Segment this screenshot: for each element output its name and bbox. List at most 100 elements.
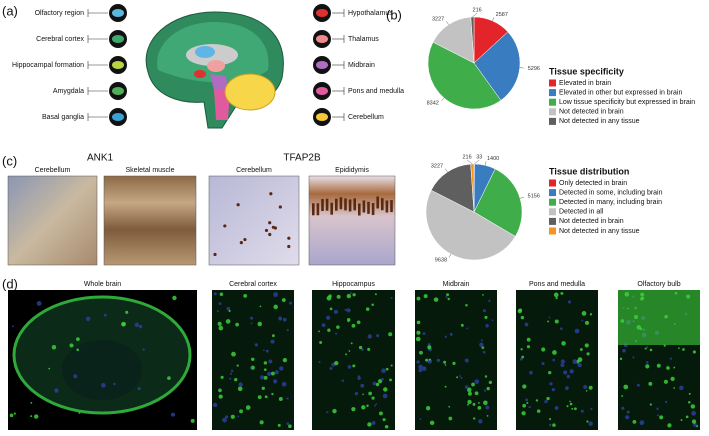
cell — [667, 423, 672, 428]
cell — [326, 315, 331, 320]
cell — [375, 382, 380, 387]
cell — [85, 316, 91, 322]
stained-nucleus — [316, 203, 320, 216]
stained-nucleus — [325, 198, 329, 211]
cell — [376, 334, 380, 338]
cell — [380, 377, 384, 381]
value-label: 5156 — [528, 194, 540, 200]
cell — [263, 361, 268, 365]
cell — [520, 315, 525, 320]
cell — [659, 415, 664, 420]
cell — [581, 319, 584, 322]
cell — [257, 321, 263, 327]
cell — [563, 370, 568, 375]
cell — [564, 386, 569, 391]
cell — [134, 322, 140, 328]
legend-swatch — [549, 208, 556, 216]
brain-illustration — [145, 11, 284, 129]
cell — [236, 364, 239, 367]
stained-nucleus — [243, 237, 247, 242]
cell — [377, 379, 383, 384]
cell — [30, 415, 33, 418]
cell — [286, 329, 289, 332]
region-label: Hypothalamus — [348, 10, 393, 17]
legend-swatch — [549, 179, 556, 187]
cell — [560, 327, 563, 330]
cell — [427, 345, 432, 350]
cell — [249, 366, 252, 369]
cell — [347, 365, 352, 369]
cell — [326, 295, 332, 301]
cell — [390, 364, 393, 367]
cell — [327, 328, 331, 332]
cell — [346, 308, 351, 313]
stained-nucleus — [223, 224, 227, 228]
cell — [250, 365, 255, 370]
stained-nucleus — [312, 203, 315, 216]
value-label: 216 — [462, 154, 471, 160]
cell — [474, 391, 479, 396]
cell — [622, 348, 626, 353]
stained-nucleus — [367, 201, 370, 214]
cell — [483, 400, 488, 406]
region-icon — [316, 113, 328, 121]
cell — [680, 419, 683, 421]
region-label: Hippocampal formation — [12, 62, 84, 69]
cell — [529, 370, 533, 375]
cell — [673, 387, 676, 389]
cell — [259, 420, 264, 425]
cell — [421, 366, 427, 371]
cell — [321, 323, 326, 327]
cell — [656, 414, 659, 417]
cell — [286, 422, 290, 426]
cell — [170, 412, 176, 417]
cell — [218, 388, 222, 393]
value-label: 1400 — [487, 156, 499, 162]
cell — [278, 316, 283, 321]
cell — [235, 322, 239, 327]
cell — [416, 330, 421, 335]
cell — [346, 317, 351, 322]
cell — [226, 306, 231, 311]
cell — [446, 293, 450, 297]
legend-swatch — [549, 79, 556, 87]
stained-nucleus — [385, 200, 389, 213]
cell — [448, 405, 451, 408]
cell — [491, 319, 494, 322]
cell — [586, 352, 590, 356]
cell — [375, 403, 378, 405]
cell — [274, 370, 279, 375]
cell — [552, 350, 557, 355]
legend-label: Not detected in any tissue — [559, 118, 640, 125]
image-label: Skeletal muscle — [125, 167, 174, 174]
legend-swatch — [549, 98, 556, 106]
cell — [319, 341, 323, 344]
cell — [445, 296, 448, 298]
cell — [190, 418, 195, 423]
cell — [585, 390, 588, 392]
cell — [526, 401, 529, 405]
cell — [365, 307, 370, 311]
cell — [460, 323, 464, 327]
cell — [566, 405, 569, 408]
region-icon — [112, 61, 124, 69]
cell — [479, 342, 484, 348]
cell — [619, 357, 623, 361]
cell — [588, 421, 593, 426]
cell — [666, 366, 670, 370]
cell — [250, 316, 254, 320]
value-label: 9638 — [435, 258, 447, 264]
cell — [663, 379, 668, 384]
cell — [345, 353, 348, 356]
cell — [521, 411, 526, 416]
cell — [524, 322, 529, 327]
cell — [636, 383, 640, 387]
cell — [656, 407, 659, 410]
cell — [481, 346, 485, 350]
cell — [273, 292, 278, 297]
legend-title: Tissue specificity — [549, 66, 624, 76]
stained-nucleus — [339, 197, 343, 210]
cell — [581, 311, 587, 316]
region-label: Midbrain — [348, 62, 375, 69]
cell — [362, 393, 364, 396]
